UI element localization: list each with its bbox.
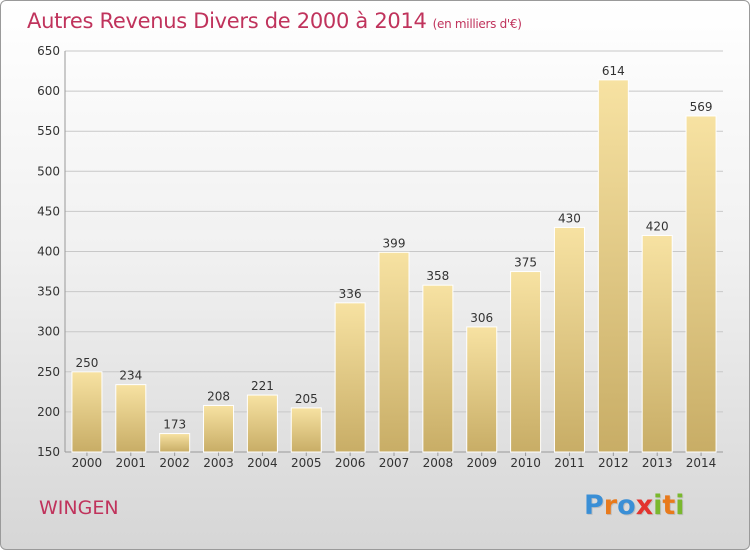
bar-2011 bbox=[553, 226, 585, 453]
x-tick-label: 2007 bbox=[379, 456, 410, 470]
bar-2005 bbox=[290, 407, 322, 453]
bar-2009 bbox=[466, 326, 498, 453]
logo-letter: P bbox=[584, 490, 604, 521]
bar-2008 bbox=[422, 284, 454, 453]
bar-2012 bbox=[597, 79, 629, 453]
logo-letter: i bbox=[653, 490, 663, 521]
logo-letter: x bbox=[635, 490, 654, 521]
x-tick-label: 2001 bbox=[116, 456, 147, 470]
x-tick-label: 2014 bbox=[686, 456, 717, 470]
data-label-2002: 173 bbox=[163, 418, 186, 432]
x-tick-label: 2009 bbox=[466, 456, 497, 470]
y-tick-label: 500 bbox=[37, 164, 60, 178]
y-tick-label: 650 bbox=[37, 44, 60, 58]
bar-2001 bbox=[115, 384, 147, 453]
x-tick-label: 2008 bbox=[423, 456, 454, 470]
chart-title: Autres Revenus Divers de 2000 à 2014 (en … bbox=[27, 9, 522, 33]
logo-letter: i bbox=[675, 490, 685, 521]
x-tick-label: 2000 bbox=[72, 456, 103, 470]
y-tick-label: 200 bbox=[37, 405, 60, 419]
x-tick-label: 2013 bbox=[642, 456, 673, 470]
bar-2014 bbox=[685, 115, 717, 453]
data-label-2000: 250 bbox=[75, 356, 98, 370]
x-tick-label: 2012 bbox=[598, 456, 629, 470]
proxiti-logo: Proxiti bbox=[584, 490, 685, 521]
x-tick-label: 2002 bbox=[159, 456, 190, 470]
x-tick-label: 2006 bbox=[335, 456, 366, 470]
data-label-2006: 336 bbox=[339, 287, 362, 301]
chart-title-text: Autres Revenus Divers de 2000 à 2014 bbox=[27, 9, 427, 33]
data-label-2008: 358 bbox=[426, 269, 449, 283]
logo-letter: o bbox=[617, 490, 636, 521]
data-label-2009: 306 bbox=[470, 311, 493, 325]
x-tick-label: 2003 bbox=[203, 456, 234, 470]
y-tick-label: 400 bbox=[37, 245, 60, 259]
y-tick-label: 250 bbox=[37, 365, 60, 379]
data-label-2013: 420 bbox=[646, 219, 669, 233]
x-tick-label: 2004 bbox=[247, 456, 278, 470]
data-label-2001: 234 bbox=[119, 369, 142, 383]
y-tick-label: 300 bbox=[37, 325, 60, 339]
data-labels: 250 234 173 208 221 205 336 399 358 306 375 430 614 4… bbox=[75, 64, 712, 432]
logo-letter: t bbox=[662, 490, 676, 521]
x-tick-label: 2011 bbox=[554, 456, 585, 470]
x-tick-labels: 2000 2001 2002 2003 2004 2005 2006 2007 2008 2009… bbox=[72, 456, 717, 470]
bar-2003 bbox=[203, 404, 235, 453]
bars bbox=[71, 79, 717, 453]
data-label-2007: 399 bbox=[383, 236, 406, 250]
data-label-2011: 430 bbox=[558, 211, 581, 225]
bar-2013 bbox=[641, 234, 673, 453]
bar-2002 bbox=[159, 433, 191, 453]
y-tick-label: 450 bbox=[37, 204, 60, 218]
y-tick-label: 550 bbox=[37, 124, 60, 138]
place-label: WINGEN bbox=[39, 497, 119, 519]
logo-letter: r bbox=[603, 490, 618, 521]
data-label-2003: 208 bbox=[207, 389, 230, 403]
bar-2004 bbox=[246, 394, 278, 453]
y-tick-label: 600 bbox=[37, 84, 60, 98]
chart-subtitle: (en milliers d'€) bbox=[432, 17, 522, 31]
bar-2006 bbox=[334, 302, 366, 453]
bar-2007 bbox=[378, 251, 410, 453]
data-label-2004: 221 bbox=[251, 379, 274, 393]
data-label-2012: 614 bbox=[602, 64, 625, 78]
data-label-2005: 205 bbox=[295, 392, 318, 406]
y-tick-labels: 150 200 250 300 350 400 450 500 550 600 650 bbox=[37, 44, 60, 459]
x-tick-label: 2005 bbox=[291, 456, 322, 470]
y-tick-label: 350 bbox=[37, 285, 60, 299]
bar-2000 bbox=[71, 371, 103, 453]
data-label-2014: 569 bbox=[690, 100, 713, 114]
data-label-2010: 375 bbox=[514, 256, 537, 270]
x-tick-label: 2010 bbox=[510, 456, 541, 470]
y-tick-label: 150 bbox=[37, 445, 60, 459]
bar-2010 bbox=[510, 271, 542, 453]
